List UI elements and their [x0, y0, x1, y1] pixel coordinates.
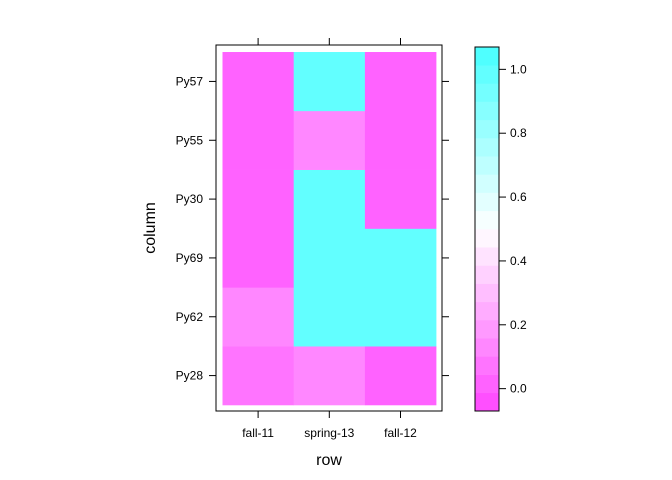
colorbar-band [475, 356, 499, 375]
heatmap-cell [364, 346, 437, 406]
colorbar-band [475, 320, 499, 339]
colorbar-band [475, 101, 499, 121]
heatmap-cells [222, 52, 437, 406]
heatmap-cell [222, 287, 294, 347]
heatmap-cell [364, 52, 437, 112]
colorbar-band [475, 210, 499, 230]
x-tick-label: fall-11 [242, 426, 274, 440]
y-tick-label: Py28 [176, 369, 204, 383]
y-tick-label: Py57 [176, 74, 204, 88]
heatmap-cell [222, 52, 294, 112]
heatmap-cell [293, 110, 366, 170]
colorbar-band [475, 174, 499, 193]
heatmap-cell [222, 110, 294, 170]
heatmap-cell [364, 287, 437, 347]
x-axis: fall-11 spring-13 fall-12 [242, 38, 417, 440]
heatmap-cell [364, 110, 437, 170]
colorbar: 0.0 0.2 0.4 0.6 0.8 1.0 [474, 46, 527, 412]
colorbar-tick-label: 0.8 [510, 126, 527, 140]
y-axis: Py28 Py62 Py69 Py30 Py55 Py57 [176, 74, 449, 383]
colorbar-band [475, 65, 499, 84]
y-tick-label: Py30 [176, 192, 204, 206]
colorbar-band [475, 119, 499, 139]
colorbar-band [475, 283, 499, 303]
x-tick-label: fall-12 [384, 426, 417, 440]
colorbar-band [475, 138, 499, 157]
colorbar-band [475, 192, 499, 212]
heatmap-cell [364, 169, 437, 229]
colorbar-tick-label: 0.4 [510, 254, 527, 268]
heatmap-cell [293, 287, 366, 347]
colorbar-border [474, 46, 500, 412]
colorbar-band [475, 247, 499, 266]
colorbar-band [475, 392, 499, 412]
heatmap-cell [293, 228, 366, 288]
colorbar-band [475, 156, 499, 175]
colorbar-band [475, 301, 499, 321]
heatmap-cell [222, 169, 294, 229]
heatmap-cell [222, 228, 294, 288]
colorbar-band [475, 265, 499, 284]
heatmap-cell [293, 52, 366, 112]
y-tick-label: Py62 [176, 310, 204, 324]
colorbar-tick-label: 0.6 [510, 190, 527, 204]
heatmap-cell [222, 346, 294, 406]
colorbar-tick-label: 0.2 [510, 318, 527, 332]
colorbar-tick-label: 1.0 [510, 62, 527, 76]
colorbar-band [475, 338, 499, 357]
heatmap-cell [364, 228, 437, 288]
colorbar-band [475, 47, 499, 66]
colorbar-band [475, 229, 499, 248]
colorbar-band [475, 83, 499, 102]
colorbar-band [475, 374, 499, 394]
heatmap-cell [293, 346, 366, 406]
heatmap-cell [293, 169, 366, 229]
y-tick-label: Py55 [176, 133, 204, 147]
x-axis-title: row [316, 452, 342, 469]
colorbar-tick-label: 0.0 [510, 382, 527, 396]
x-tick-label: spring-13 [304, 426, 354, 440]
y-tick-label: Py69 [176, 251, 204, 265]
y-axis-title: column [142, 202, 159, 254]
